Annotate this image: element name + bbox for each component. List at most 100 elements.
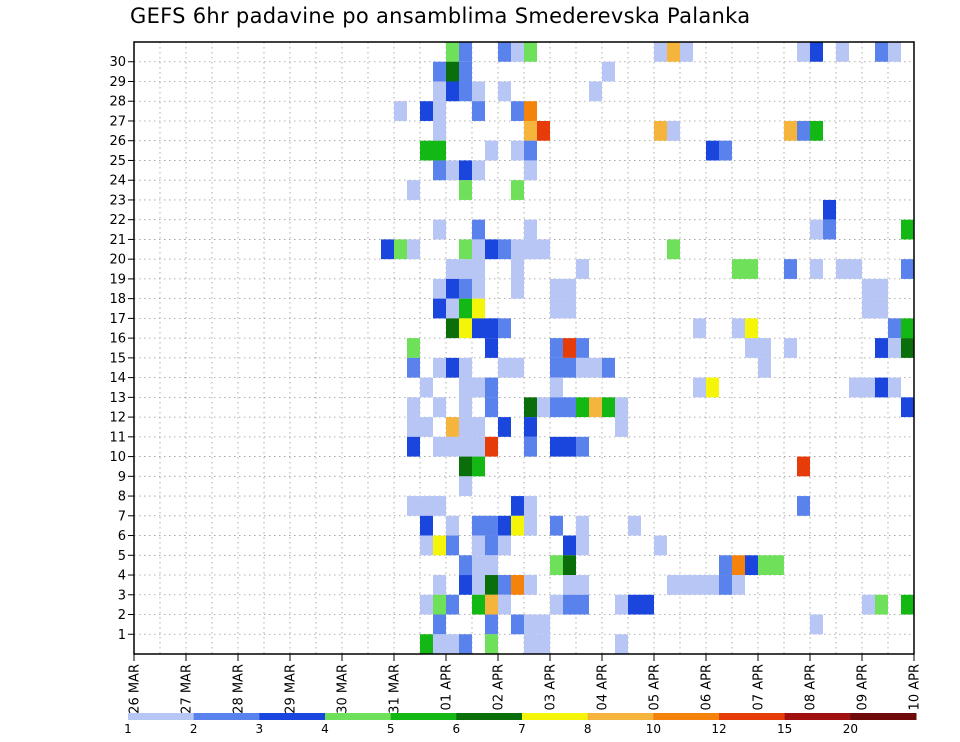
heatmap-cell [446,594,459,615]
heatmap-cell [472,535,485,556]
heatmap-cell [459,81,472,102]
heatmap-cell [459,61,472,82]
y-tick-label: 24 [109,174,126,189]
x-tick-label: 30 MAR [336,664,351,714]
heatmap-cell [407,357,420,378]
heatmap-cell [420,515,433,536]
heatmap-cell [472,575,485,595]
heatmap-cell [784,338,797,358]
heatmap-cell [459,456,472,477]
heatmap-cell [498,239,511,260]
x-tick-label: 03 APR [544,664,559,710]
heatmap-cell [524,575,537,595]
heatmap-cell [420,140,433,161]
heatmap-cell [784,120,797,141]
heatmap-cell [459,476,472,497]
heatmap-cell [433,140,446,161]
heatmap-cell [381,239,394,260]
x-tick-label: 27 MAR [180,664,195,714]
heatmap-cell [433,298,446,319]
y-tick-label: 4 [118,569,126,584]
heatmap-cell [563,555,576,576]
y-tick-label: 28 [109,95,126,110]
heatmap-cell [706,377,719,398]
heatmap-cell [433,357,446,378]
y-tick-label: 26 [109,134,126,149]
heatmap-cell [550,436,563,457]
y-tick-label: 1 [118,628,126,643]
heatmap-cell [810,614,823,635]
heatmap-cell [472,555,485,576]
heatmap-cell [875,278,888,299]
x-tick-label: 01 APR [440,664,455,710]
legend-swatch [325,713,392,720]
x-tick-label: 04 APR [596,664,611,710]
heatmap-cell [433,436,446,457]
heatmap-cell [485,515,498,536]
heatmap-cell [459,259,472,279]
heatmap-cell [472,239,485,260]
heatmap-cell [446,298,459,319]
heatmap-cell [706,575,719,595]
legend-swatch [456,713,523,720]
heatmap-cell [654,535,667,556]
heatmap-cell [420,101,433,121]
heatmap-cell [446,160,459,181]
heatmap-cell [498,575,511,595]
legend-swatch [719,713,786,720]
heatmap-cell [576,575,589,595]
heatmap-cell [810,219,823,240]
heatmap-cell [459,357,472,378]
heatmap-cell [446,634,459,654]
heatmap-cell [394,239,407,260]
y-tick-label: 14 [109,371,126,386]
heatmap-cell [407,239,420,260]
heatmap-cell [732,259,745,279]
y-tick-label: 5 [118,549,126,564]
heatmap-cell [459,180,472,200]
heatmap-cell [472,436,485,457]
heatmap-cell [472,318,485,339]
heatmap-cell [498,594,511,615]
heatmap-cell [888,338,901,358]
heatmap-cell [446,535,459,556]
heatmap-cell [901,318,914,339]
heatmap-cell [719,140,732,161]
heatmap-cell [511,278,524,299]
heatmap-cell [472,81,485,102]
heatmap-cell [550,594,563,615]
heatmap-cell [511,239,524,260]
legend-label: 2 [190,722,198,736]
heatmap-cell [628,594,641,615]
y-tick-label: 20 [109,253,126,268]
heatmap-cell [524,614,537,635]
x-tick-label: 02 APR [492,664,507,710]
heatmap-cell [797,42,810,62]
heatmap-cell [446,81,459,102]
legend-swatch [522,713,589,720]
y-tick-label: 13 [109,391,126,406]
heatmap-cell [524,101,537,121]
heatmap-cell [472,594,485,615]
y-tick-label: 10 [109,450,126,465]
heatmap-cell [537,397,550,418]
heatmap-cell [485,140,498,161]
heatmap-cell [433,81,446,102]
heatmap-cell [680,42,693,62]
legend-label: 6 [453,722,461,736]
heatmap-cell [420,594,433,615]
heatmap-cell [433,61,446,82]
heatmap-cell [420,417,433,437]
heatmap-cell [485,634,498,654]
heatmap-cell [524,496,537,516]
heatmap-cell [563,575,576,595]
heatmap-cell [420,496,433,516]
heatmap-cell [550,515,563,536]
x-tick-label: 29 MAR [284,664,299,714]
heatmap-cell [472,515,485,536]
heatmap-cell [589,357,602,378]
legend-swatch [259,713,326,720]
legend-swatch [128,713,195,720]
y-tick-label: 8 [118,490,126,505]
heatmap-cell [511,42,524,62]
